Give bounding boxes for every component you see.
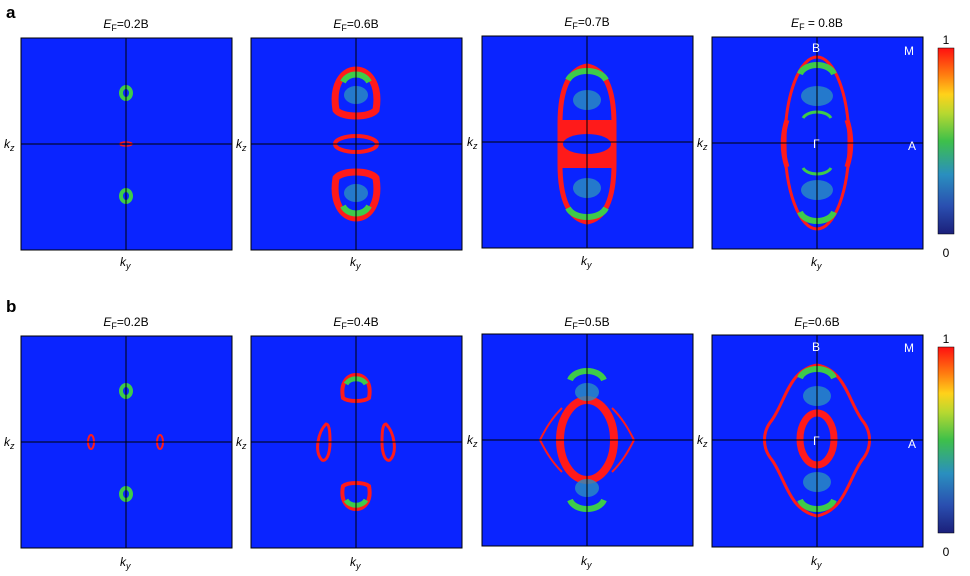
ky-label: ky (120, 255, 131, 271)
point-a-label: A (908, 437, 916, 451)
panel-b1: EF=0.2B kz ky (4, 315, 233, 571)
point-a-label: A (908, 139, 916, 153)
colorbar-gradient (937, 47, 955, 235)
colorbar-min-label: 0 (943, 545, 950, 559)
colorbar-max-label: 1 (943, 33, 950, 47)
ky-label: ky (811, 554, 822, 570)
colorbar-a: 1 0 (937, 33, 955, 260)
row-label-a: a (6, 3, 16, 22)
kz-label: kz (4, 435, 15, 451)
kz-label: kz (467, 433, 478, 449)
panel-b2: EF=0.4B kz ky (236, 315, 463, 571)
colorbar-b: 1 0 (937, 332, 955, 559)
panel-a1: EF=0.2B kz ky (4, 17, 233, 271)
point-gamma-label: Γ (813, 434, 820, 448)
panel-title: EF = 0.8B (791, 16, 843, 32)
colorbar-max-label: 1 (943, 332, 950, 346)
row-label-b: b (6, 297, 16, 316)
ky-label: ky (581, 554, 592, 570)
point-gamma-label: Γ (813, 137, 820, 151)
panel-title: EF=0.2B (103, 17, 148, 33)
ky-label: ky (120, 555, 131, 571)
kz-label: kz (697, 433, 708, 449)
ky-label: ky (581, 254, 592, 270)
kz-label: kz (4, 137, 15, 153)
point-b-label: B (812, 340, 820, 354)
kz-label: kz (697, 136, 708, 152)
panel-a3: EF=0.7B kz ky (467, 15, 694, 270)
panel-title: EF=0.5B (564, 315, 609, 331)
ky-label: ky (811, 255, 822, 271)
panel-title: EF=0.4B (333, 315, 378, 331)
panel-title: EF=0.6B (794, 315, 839, 331)
kz-label: kz (236, 435, 247, 451)
colorbar-gradient (937, 346, 955, 534)
kz-label: kz (467, 135, 478, 151)
ky-label: ky (350, 255, 361, 271)
colorbar-min-label: 0 (943, 246, 950, 260)
point-b-label: B (812, 41, 820, 55)
panel-title: EF=0.2B (103, 315, 148, 331)
ky-label: ky (350, 555, 361, 571)
point-m-label: M (904, 341, 914, 355)
panel-a4: EF = 0.8B B M A Γ kz ky (697, 16, 924, 271)
panel-b3: EF=0.5B kz ky (467, 315, 694, 570)
panel-a2: EF=0.6B kz ky (236, 17, 463, 271)
panel-title: EF=0.6B (333, 17, 378, 33)
panel-b4: EF=0.6B B M A Γ kz ky (697, 315, 924, 570)
kz-label: kz (236, 137, 247, 153)
point-m-label: M (904, 44, 914, 58)
panel-title: EF=0.7B (564, 15, 609, 31)
